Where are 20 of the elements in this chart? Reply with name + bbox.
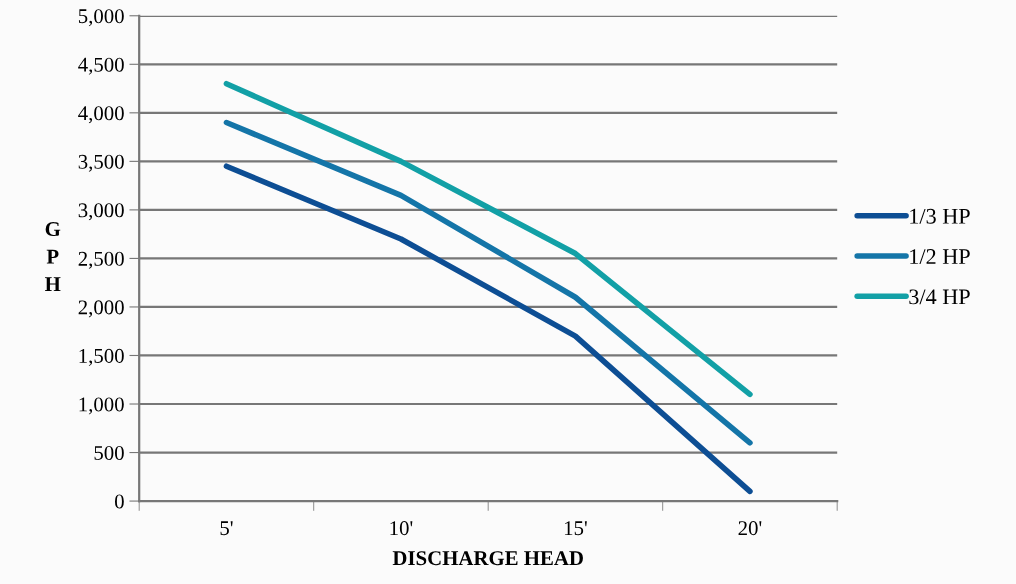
legend-label: 1/2 HP	[910, 249, 970, 265]
x-tick-label: 15'	[564, 521, 587, 536]
y-tick-label: 500	[94, 445, 124, 460]
x-axis-title: DISCHARGE HEAD	[392, 551, 583, 566]
y-axis-title: G P H	[44, 222, 61, 291]
y-tick-label: 2,500	[78, 251, 124, 269]
y-tick-label: 2,000	[78, 300, 124, 318]
y-tick-label: 1,500	[79, 348, 124, 366]
y-tick-label: 5,000	[78, 9, 124, 27]
y-tick-label: 4,000	[78, 106, 124, 124]
x-tick-label: 10'	[390, 521, 413, 536]
x-tick-label: 5'	[220, 521, 233, 536]
legend-label: 1/3 HP	[910, 208, 970, 224]
y-tick-label: 4,500	[78, 57, 124, 75]
y-tick-label: 3,000	[78, 203, 124, 221]
y-tick-label: 0	[114, 494, 124, 509]
y-tick-label: 3,500	[78, 154, 124, 172]
y-tick-label: 1,000	[79, 397, 124, 415]
legend-label: 3/4 HP	[909, 289, 970, 305]
x-tick-label: 20'	[738, 521, 762, 536]
